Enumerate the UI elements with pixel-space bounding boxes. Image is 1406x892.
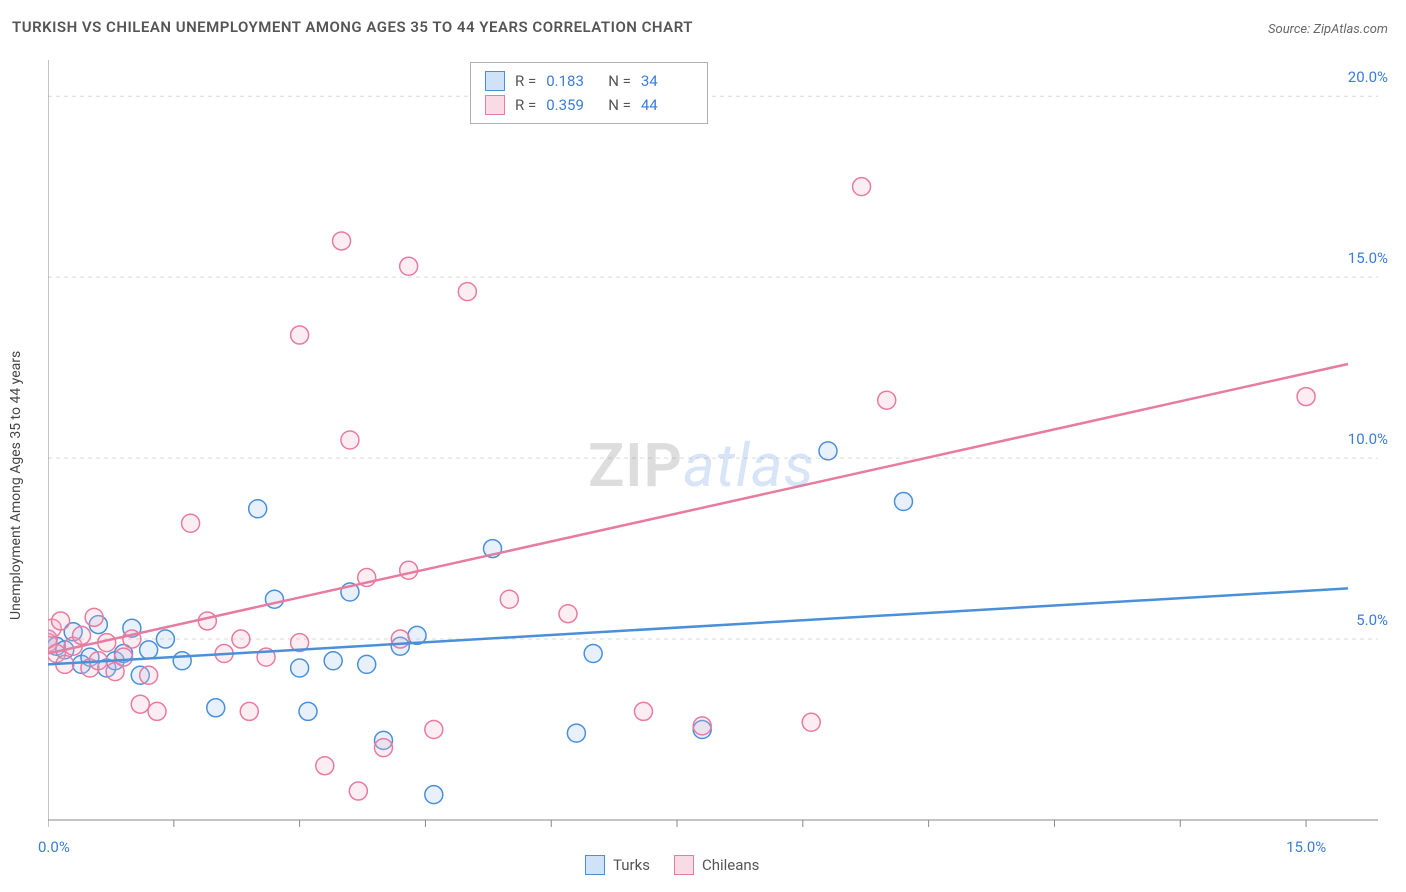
chart-title: TURKISH VS CHILEAN UNEMPLOYMENT AMONG AG… [12, 18, 693, 36]
chart-plot-area: ZIPatlas 5.0%10.0%15.0%20.0%0.0%15.0% [48, 60, 1388, 850]
n-value: 44 [641, 96, 693, 114]
n-value: 34 [641, 72, 693, 90]
legend-item-turks: Turks [585, 855, 650, 875]
swatch-icon [585, 855, 605, 875]
x-tick-label: 15.0% [1286, 838, 1326, 856]
n-label: N = [608, 72, 631, 90]
r-value: 0.183 [546, 72, 598, 90]
swatch-icon [674, 855, 694, 875]
correlation-stats-box: R = 0.183 N = 34 R = 0.359 N = 44 [470, 62, 708, 124]
stats-row-chileans: R = 0.359 N = 44 [485, 93, 693, 117]
n-label: N = [608, 96, 631, 114]
y-tick-label: 10.0% [1328, 430, 1388, 448]
legend-label: Chileans [702, 856, 759, 874]
x-tick-label: 0.0% [38, 838, 70, 856]
r-value: 0.359 [546, 96, 598, 114]
r-label: R = [515, 96, 536, 114]
series-legend: Turks Chileans [585, 855, 759, 875]
scatter-chart-svg [48, 60, 1388, 860]
stats-row-turks: R = 0.183 N = 34 [485, 69, 693, 93]
source-attribution: Source: ZipAtlas.com [1268, 22, 1388, 37]
legend-label: Turks [613, 856, 650, 874]
swatch-icon [485, 71, 505, 91]
legend-item-chileans: Chileans [674, 855, 759, 875]
y-tick-label: 5.0% [1328, 611, 1388, 629]
swatch-icon [485, 95, 505, 115]
y-axis-label: Unemployment Among Ages 35 to 44 years [8, 351, 24, 620]
y-tick-label: 20.0% [1328, 68, 1388, 86]
y-tick-label: 15.0% [1328, 249, 1388, 267]
r-label: R = [515, 72, 536, 90]
